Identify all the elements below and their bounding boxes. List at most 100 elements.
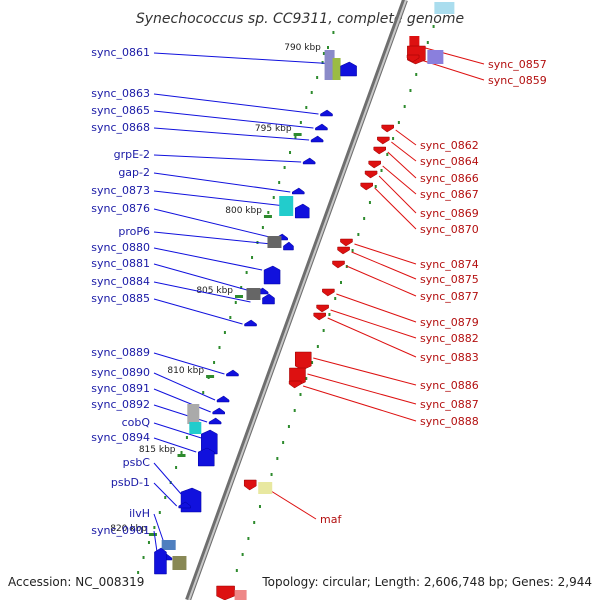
forward-gene-label: sync_0873 (91, 184, 150, 197)
gene-block (409, 36, 420, 46)
label-leader (313, 357, 417, 386)
tick-dot (235, 569, 238, 572)
tick-dot (334, 297, 337, 300)
tick-dot (158, 511, 161, 514)
reverse-gene-label: sync_0886 (420, 379, 479, 392)
tick-dot (432, 25, 435, 28)
reverse-gene-arrow (360, 182, 373, 191)
tick-dot (153, 526, 156, 529)
scale-mark (206, 375, 215, 378)
label-leader (153, 172, 291, 193)
forward-gene-label: sync_0890 (91, 366, 150, 379)
label-leader (153, 422, 202, 439)
tick-dot (287, 425, 290, 428)
tick-dot (397, 121, 400, 124)
tick-dot (258, 505, 261, 508)
tick-dot (289, 151, 292, 154)
label-leader (374, 187, 417, 230)
forward-gene-arrow (283, 241, 294, 251)
genome-title: Synechococcus sp. CC9311, complete genom… (136, 11, 464, 27)
reverse-gene-arrow (322, 288, 335, 297)
forward-gene-label: sync_0885 (91, 292, 150, 305)
reverse-gene-arrow (364, 170, 378, 179)
tick-dot (240, 286, 243, 289)
tick-dot (351, 249, 354, 252)
reverse-gene-arrow (332, 260, 345, 269)
scale-marks: 790 kbp 795 kbp 800 kbp 805 kbp 810 kbp 815 k… (110, 43, 331, 536)
tick-dot (272, 196, 275, 199)
scale-mark (263, 215, 272, 218)
forward-gene-label: sync_0884 (91, 275, 150, 288)
label-leader (153, 208, 274, 239)
reverse-gene-arrow (381, 124, 394, 133)
forward-gene-label: sync_0861 (91, 46, 150, 59)
scale-label: 790 kbp (284, 43, 321, 53)
label-leader (153, 513, 165, 543)
reverse-gene-labels: sync_0857 sync_0859 sync_0862 sync_0864sync… (320, 58, 547, 526)
tick-dot (164, 496, 167, 499)
tick-dot (403, 105, 406, 108)
reverse-gene-label: sync_0882 (420, 332, 479, 345)
scale-label: 800 kbp (225, 206, 262, 216)
reverse-gene-arrow (368, 160, 381, 169)
scale-label: 815 kbp (139, 445, 176, 455)
forward-gene-arrow (216, 395, 230, 403)
scale-label: 820 kbp (110, 524, 147, 534)
scale-mark (293, 133, 302, 136)
forward-gene-label: sync_0865 (91, 104, 150, 117)
gene-block (234, 590, 247, 600)
tick-dot (316, 345, 319, 348)
label-leader (336, 293, 417, 323)
reverse-gene-arrow (340, 238, 353, 247)
tick-dot (218, 346, 221, 349)
label-leader (153, 93, 319, 115)
reverse-gene-label: sync_0874 (420, 258, 479, 271)
forward-gene-arrow (263, 265, 281, 285)
forward-gene-label: psbC (123, 456, 151, 469)
tick-dot (267, 211, 270, 214)
reverse-gene-label: sync_0879 (420, 316, 479, 329)
tick-dot (305, 106, 308, 109)
tick-dot (374, 185, 377, 188)
gene-block (161, 540, 176, 550)
tick-dot (147, 541, 150, 544)
forward-gene-arrow (212, 407, 225, 415)
tick-dot (294, 136, 297, 139)
tick-dot (253, 521, 256, 524)
forward-gene-label: sync_0880 (91, 241, 150, 254)
tick-dot (137, 571, 140, 574)
reverse-gene-label: sync_0857 (488, 58, 547, 71)
label-leader (382, 165, 417, 195)
tick-dot (299, 121, 302, 124)
tick-dot (409, 89, 412, 92)
label-leader (153, 372, 216, 401)
gene-block (187, 404, 200, 424)
reverse-gene-label: sync_0888 (420, 415, 479, 428)
reverse-strand-genes (216, 2, 455, 600)
tick-dot (180, 451, 183, 454)
label-leader (153, 127, 310, 141)
reverse-gene-label: sync_0862 (420, 139, 479, 152)
tick-dot (305, 377, 308, 380)
tick-dot (241, 553, 244, 556)
forward-gene-label: gap-2 (118, 166, 150, 179)
tick-dot (283, 166, 286, 169)
reverse-gene-label: sync_0875 (420, 273, 479, 286)
tick-dot (363, 217, 366, 220)
label-leader (153, 263, 255, 293)
tick-dot (278, 181, 281, 184)
reverse-gene-label: sync_0870 (420, 223, 479, 236)
tick-dot (426, 41, 429, 44)
label-leader-lines (153, 47, 485, 559)
forward-strand-genes (154, 50, 357, 575)
tick-dot (202, 391, 205, 394)
forward-gene-arrow (226, 369, 239, 377)
reverse-gene-label: sync_0866 (420, 172, 479, 185)
forward-gene-arrow (201, 429, 218, 455)
reverse-gene-label: sync_0887 (420, 398, 479, 411)
tick-dot (322, 329, 325, 332)
reverse-gene-label: sync_0877 (420, 290, 479, 303)
tick-dot (357, 233, 360, 236)
forward-gene-label: sync_0876 (91, 202, 150, 215)
label-leader (354, 243, 417, 265)
